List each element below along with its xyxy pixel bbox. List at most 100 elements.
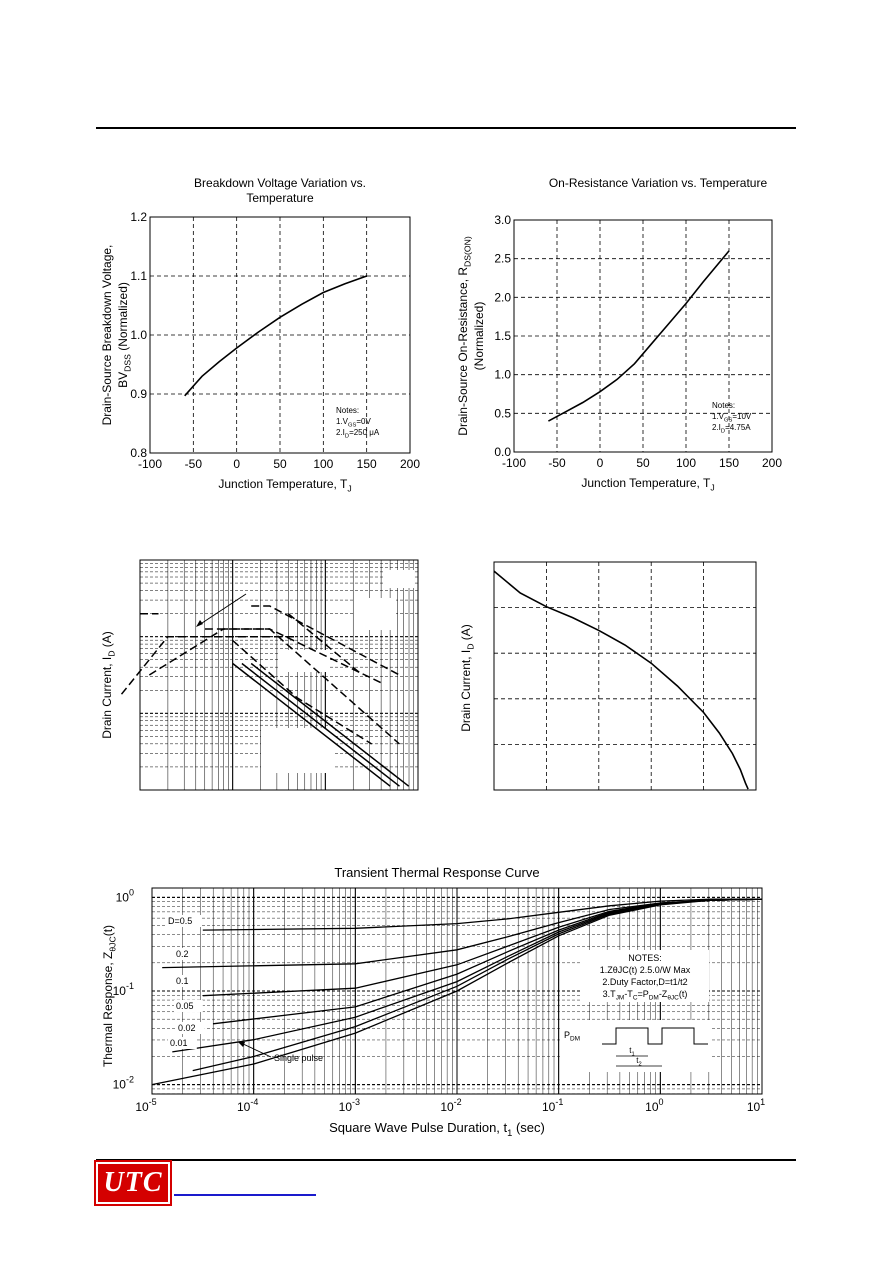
notes-line-1: 1.VGS=10V xyxy=(712,412,752,423)
y-axis-label-part: (t) xyxy=(101,925,115,936)
x-tick-label: 0 xyxy=(233,457,240,471)
notes-line-3-part: -T xyxy=(624,989,633,999)
plot-frame xyxy=(149,216,411,454)
t2-label-part: 2 xyxy=(639,1061,642,1067)
notes-title: Notes: xyxy=(336,406,359,415)
notes-line-2: 2.Duty Factor,D=t1/t2 xyxy=(602,977,687,987)
y-axis-label-part: Drain Current, I xyxy=(100,657,114,739)
logo-text: UTC xyxy=(103,1167,163,1198)
y-tick-label: 1.5 xyxy=(494,329,511,343)
y-tick-label: 0.8 xyxy=(130,446,147,460)
x-tick-label: -50 xyxy=(548,456,566,470)
annotation-arrow-head xyxy=(196,620,203,627)
y-tick-label: 0.5 xyxy=(494,406,511,420)
y-tick-label: 1.0 xyxy=(130,328,147,342)
soa-curve xyxy=(250,662,410,787)
x-tick-base: 10 xyxy=(339,1100,353,1114)
x-tick-base: 10 xyxy=(135,1100,149,1114)
soa-curve xyxy=(251,605,400,676)
y-axis-label-part: Thermal Response, Z xyxy=(101,952,115,1067)
y-tick-label: 0.9 xyxy=(130,387,147,401)
zth-curve xyxy=(151,898,763,1086)
t2-label-part: t xyxy=(636,1056,639,1065)
notes-line-3-part: (t) xyxy=(679,989,688,999)
notes-line-2-part: 2.I xyxy=(336,428,345,437)
y-axis-label-part: θJC xyxy=(108,936,118,951)
y-axis-label-line2-part: (Normalized) xyxy=(116,282,130,354)
notes-line-1: 1.VGS=0V xyxy=(336,417,371,428)
x-tick-label: 100 xyxy=(676,456,696,470)
y-axis-label-part: Drain Current, I xyxy=(459,650,473,732)
series-label-bg xyxy=(166,915,201,927)
x-tick-label: 10-3 xyxy=(339,1097,360,1114)
y-tick-label: 1.1 xyxy=(130,269,147,283)
notes-line-2-part: 2.I xyxy=(712,423,721,432)
x-axis-label-part: J xyxy=(347,484,351,494)
y-tick-exp: -2 xyxy=(126,1075,134,1085)
chart-title: Temperature xyxy=(246,191,314,205)
x-axis-label-part: Junction Temperature, T xyxy=(218,477,348,491)
x-tick-base: 10 xyxy=(237,1100,251,1114)
notes-mask xyxy=(581,950,709,1002)
x-tick-exp: -4 xyxy=(250,1097,258,1107)
header-rule xyxy=(96,127,796,129)
transient-thermal-svg: Transient Thermal Response Curve D=0.5 0.2… xyxy=(101,865,765,1138)
x-tick-label: 101 xyxy=(747,1097,765,1114)
y-tick-base: 10 xyxy=(116,890,130,904)
safe-operating-area-svg: Drain Current, ID (A) xyxy=(100,559,419,791)
y-axis-label-line1-part: Drain-Source On-Resistance, R xyxy=(456,267,470,436)
notes-line-3-part: =P xyxy=(637,989,648,999)
y-tick-label: 10-1 xyxy=(113,981,134,998)
t1-label: t1 xyxy=(629,1046,634,1057)
y-axis-label: Drain Current, ID (A) xyxy=(459,624,476,732)
series-label-bg xyxy=(176,1022,205,1034)
safe-operating-area-chart: Drain Current, ID (A) xyxy=(96,550,426,800)
x-tick-label: 50 xyxy=(273,457,287,471)
y-axis-label-line2: (Normalized) xyxy=(472,302,486,371)
x-axis-label-part: (sec) xyxy=(512,1120,545,1135)
y-tick-label: 0.0 xyxy=(494,445,511,459)
y-tick-label: 100 xyxy=(116,887,134,904)
notes-line-2-part: D xyxy=(345,433,349,439)
notes-line-2: 2.ID=250 μA xyxy=(336,428,380,439)
series-line xyxy=(548,250,730,422)
x-tick-label: 0 xyxy=(597,456,604,470)
x-tick-label: 50 xyxy=(636,456,650,470)
x-axis-label-part: 1 xyxy=(507,1128,512,1138)
t2-label: t2 xyxy=(636,1056,641,1067)
soa-curve xyxy=(148,628,400,745)
x-tick-label: 100 xyxy=(313,457,333,471)
y-axis-label-part: (A) xyxy=(459,624,473,643)
series-label-bg xyxy=(174,975,197,987)
y-tick-label: 3.0 xyxy=(494,213,511,227)
x-axis-label: Junction Temperature, TJ xyxy=(218,477,351,494)
x-tick-label: 10-4 xyxy=(237,1097,258,1114)
single-pulse-arrow-head xyxy=(238,1042,245,1047)
x-tick-exp: 0 xyxy=(659,1097,664,1107)
notes-title: Notes: xyxy=(712,401,735,410)
label-mask xyxy=(354,598,396,630)
notes-line-2-part: =4.75A xyxy=(725,423,751,432)
x-tick-label: 10-1 xyxy=(542,1097,563,1114)
pulse-waveform xyxy=(602,1027,708,1045)
x-tick-exp: -5 xyxy=(149,1097,157,1107)
y-axis-label-line1: Drain-Source On-Resistance, RDS(ON) xyxy=(456,236,473,436)
plot-frame xyxy=(493,561,757,791)
single-pulse-label: Single pulse xyxy=(274,1053,323,1063)
x-axis-label-part: Square Wave Pulse Duration, t xyxy=(329,1120,507,1135)
inset-mask xyxy=(560,1020,710,1072)
notes-line-3: 3.TJM-TC=PDM-ZθJC(t) xyxy=(603,989,688,1002)
x-tick-label: -100 xyxy=(502,456,526,470)
x-tick-exp: -3 xyxy=(352,1097,360,1107)
y-axis-label-part: D xyxy=(107,651,117,657)
plot-frame xyxy=(151,887,763,1095)
notes-title: NOTES: xyxy=(628,953,662,963)
derating-curve xyxy=(493,570,749,790)
label-mask xyxy=(261,728,333,773)
footer-link-underline[interactable] xyxy=(174,1194,316,1196)
notes-line-1-part: 1.V xyxy=(336,417,349,426)
series-label: 0.01 xyxy=(170,1038,188,1048)
x-axis-label: Square Wave Pulse Duration, t1 (sec) xyxy=(329,1120,545,1138)
notes-line-1-part: GS xyxy=(724,417,732,423)
notes-line-3-part: -Z xyxy=(659,989,668,999)
